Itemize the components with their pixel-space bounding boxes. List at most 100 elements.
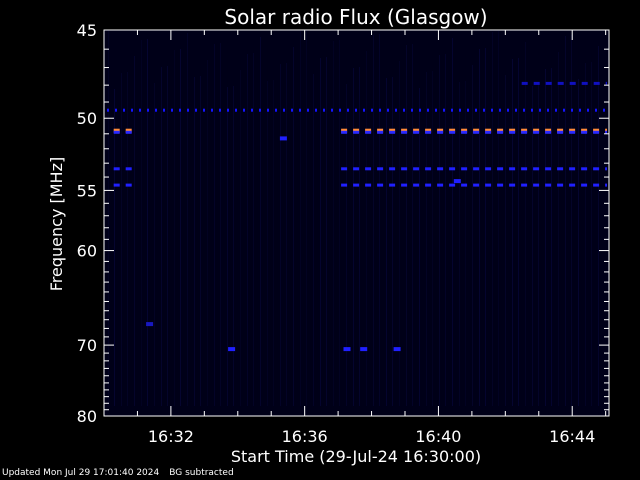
band-mark-3 bbox=[425, 167, 432, 171]
noise-stripe bbox=[320, 58, 321, 406]
band-mark-0 bbox=[419, 108, 421, 112]
x-tick-label: 16:36 bbox=[282, 427, 328, 446]
band-mark-0 bbox=[579, 108, 581, 112]
band-mark-0 bbox=[571, 108, 573, 112]
band-mark-2 bbox=[581, 130, 588, 134]
band-mark-0 bbox=[371, 108, 373, 112]
band-mark-4 bbox=[557, 183, 564, 187]
noise-stripe bbox=[373, 35, 374, 406]
band-mark-4 bbox=[377, 183, 384, 187]
band-mark-1 bbox=[569, 128, 576, 133]
emission-spot bbox=[146, 322, 154, 327]
noise-stripe bbox=[207, 60, 208, 406]
band-mark-0 bbox=[235, 108, 237, 112]
noise-stripe bbox=[439, 55, 440, 406]
noise-stripe bbox=[598, 46, 599, 406]
band-mark-0 bbox=[323, 108, 325, 112]
band-mark-2 bbox=[533, 130, 540, 134]
band-mark-0 bbox=[211, 108, 213, 112]
band-mark-4 bbox=[365, 183, 372, 187]
band-mark-1 bbox=[461, 128, 468, 133]
band-mark-2 bbox=[521, 130, 528, 134]
band-mark-1 bbox=[353, 128, 360, 133]
band-mark-0 bbox=[355, 108, 357, 112]
noise-stripe bbox=[386, 78, 387, 406]
band-mark-0 bbox=[587, 108, 589, 112]
band-mark-4 bbox=[389, 183, 396, 187]
plot-area bbox=[103, 29, 610, 417]
x-tick-label: 16:32 bbox=[148, 427, 194, 446]
band-mark-4 bbox=[485, 183, 492, 187]
noise-stripe bbox=[300, 31, 301, 406]
band-mark-4 bbox=[425, 183, 432, 187]
noise-stripe bbox=[565, 36, 566, 406]
band-mark-1 bbox=[593, 128, 600, 133]
noise-stripe bbox=[286, 63, 287, 406]
noise-stripe bbox=[227, 87, 228, 406]
band-mark-0 bbox=[259, 108, 261, 112]
band-mark-2 bbox=[545, 130, 552, 134]
band-mark-4 bbox=[593, 183, 600, 187]
y-tick-label: 70 bbox=[77, 336, 97, 355]
noise-stripe bbox=[432, 71, 433, 406]
y-axis: 45 50 55 60 70 80 bbox=[77, 21, 609, 426]
band-mark-0 bbox=[411, 108, 413, 112]
band-mark-1 bbox=[605, 128, 607, 133]
noise-stripe bbox=[525, 42, 526, 406]
noise-stripe bbox=[353, 68, 354, 406]
band-mark-0 bbox=[547, 108, 549, 112]
noise-stripe bbox=[114, 89, 115, 406]
band-mark-0 bbox=[403, 108, 405, 112]
band-mark-1 bbox=[545, 128, 552, 133]
updated-timestamp: Updated Mon Jul 29 17:01:40 2024 bbox=[2, 468, 160, 478]
band-mark-0 bbox=[139, 108, 141, 112]
noise-stripe bbox=[108, 30, 109, 406]
band-mark-1 bbox=[365, 128, 372, 133]
noise-stripe bbox=[419, 88, 420, 406]
band-mark-5 bbox=[557, 81, 564, 85]
band-mark-0 bbox=[467, 108, 469, 112]
band-mark-1 bbox=[521, 128, 528, 133]
band-mark-0 bbox=[483, 108, 485, 112]
band-mark-0 bbox=[595, 108, 597, 112]
noise-stripe bbox=[313, 74, 314, 406]
band-mark-3 bbox=[557, 167, 564, 171]
band-mark-5 bbox=[521, 81, 528, 85]
noise-stripe bbox=[306, 30, 307, 406]
noise-stripe bbox=[220, 43, 221, 406]
noise-stripe bbox=[558, 52, 559, 406]
band-mark-3 bbox=[389, 167, 396, 171]
band-mark-5 bbox=[581, 81, 588, 85]
band-mark-0 bbox=[251, 108, 253, 112]
band-mark-0 bbox=[147, 108, 149, 112]
band-mark-2 bbox=[365, 130, 372, 134]
band-mark-0 bbox=[203, 108, 205, 112]
band-mark-4 bbox=[437, 183, 444, 187]
emission-spot bbox=[343, 347, 351, 352]
band-mark-0 bbox=[531, 108, 533, 112]
noise-stripe bbox=[452, 38, 453, 406]
band-mark-1 bbox=[113, 128, 120, 133]
noise-stripe bbox=[585, 63, 586, 406]
band-mark-4 bbox=[605, 183, 607, 187]
band-mark-3 bbox=[449, 167, 456, 171]
noise-stripe bbox=[267, 81, 268, 406]
noise-stripe bbox=[141, 40, 142, 406]
band-mark-1 bbox=[473, 128, 480, 133]
noise-stripe bbox=[233, 86, 234, 406]
band-mark-0 bbox=[283, 108, 285, 112]
band-mark-2 bbox=[485, 130, 492, 134]
band-mark-4 bbox=[413, 183, 420, 187]
band-mark-0 bbox=[155, 108, 157, 112]
plot-frame bbox=[103, 29, 610, 417]
noise-stripe bbox=[326, 57, 327, 406]
band-mark-2 bbox=[509, 130, 516, 134]
band-mark-0 bbox=[307, 108, 309, 112]
y-tick-label: 45 bbox=[77, 21, 97, 40]
band-mark-3 bbox=[365, 167, 372, 171]
bg-subtracted-note: BG subtracted bbox=[169, 468, 234, 478]
band-mark-0 bbox=[299, 108, 301, 112]
band-mark-0 bbox=[179, 108, 181, 112]
band-mark-0 bbox=[475, 108, 477, 112]
noise-stripe bbox=[472, 65, 473, 406]
